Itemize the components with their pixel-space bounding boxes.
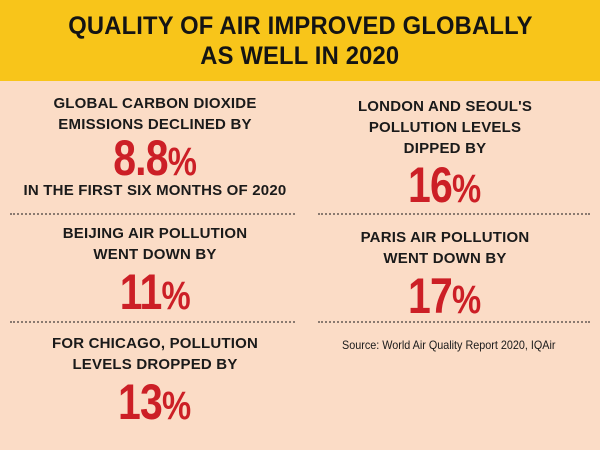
divider-left-2	[10, 321, 295, 323]
fact-london-seoul-value: 16%	[408, 157, 482, 213]
fact-co2-label-3: IN THE FIRST SIX MONTHS OF 2020	[23, 182, 287, 199]
fact-co2-value: 8.8%	[113, 130, 197, 186]
divider-right-1	[318, 213, 590, 215]
fact-chicago: FOR CHICAGO, POLLUTION LEVELS DROPPED BY…	[10, 333, 300, 431]
fact-co2-emissions: GLOBAL CARBON DIOXIDE EMISSIONS DECLINED…	[10, 93, 300, 201]
fact-beijing-label-1: BEIJING AIR POLLUTION	[62, 225, 248, 242]
fact-paris-label-2: WENT DOWN BY	[383, 250, 507, 267]
fact-london-seoul-label-3: DIPPED BY	[403, 140, 487, 157]
fact-co2-label-2: EMISSIONS DECLINED BY	[58, 116, 252, 133]
title-line-2: AS WELL IN 2020	[200, 41, 400, 70]
fact-chicago-label-1: FOR CHICAGO, POLLUTION	[51, 335, 259, 352]
fact-co2-label-1: GLOBAL CARBON DIOXIDE	[53, 95, 257, 112]
fact-beijing-label-2: WENT DOWN BY	[93, 246, 217, 263]
divider-right-2	[318, 321, 590, 323]
fact-beijing-value: 11%	[119, 264, 191, 320]
fact-paris-value: 17%	[408, 268, 482, 324]
fact-paris-label-1: PARIS AIR POLLUTION	[360, 229, 530, 246]
fact-paris: PARIS AIR POLLUTION WENT DOWN BY 17%	[300, 227, 590, 325]
fact-chicago-value: 13%	[118, 374, 192, 430]
title-banner: QUALITY OF AIR IMPROVED GLOBALLY AS WELL…	[0, 0, 600, 81]
fact-london-seoul-label-2: POLLUTION LEVELS	[368, 119, 522, 136]
fact-london-seoul: LONDON AND SEOUL'S POLLUTION LEVELS DIPP…	[300, 96, 590, 214]
fact-beijing: BEIJING AIR POLLUTION WENT DOWN BY 11%	[10, 223, 300, 321]
fact-london-seoul-label-1: LONDON AND SEOUL'S	[357, 98, 533, 115]
divider-left-1	[10, 213, 295, 215]
title-line-1: QUALITY OF AIR IMPROVED GLOBALLY	[67, 11, 533, 40]
fact-chicago-label-2: LEVELS DROPPED BY	[72, 356, 238, 373]
source-note: Source: World Air Quality Report 2020, I…	[342, 338, 556, 352]
